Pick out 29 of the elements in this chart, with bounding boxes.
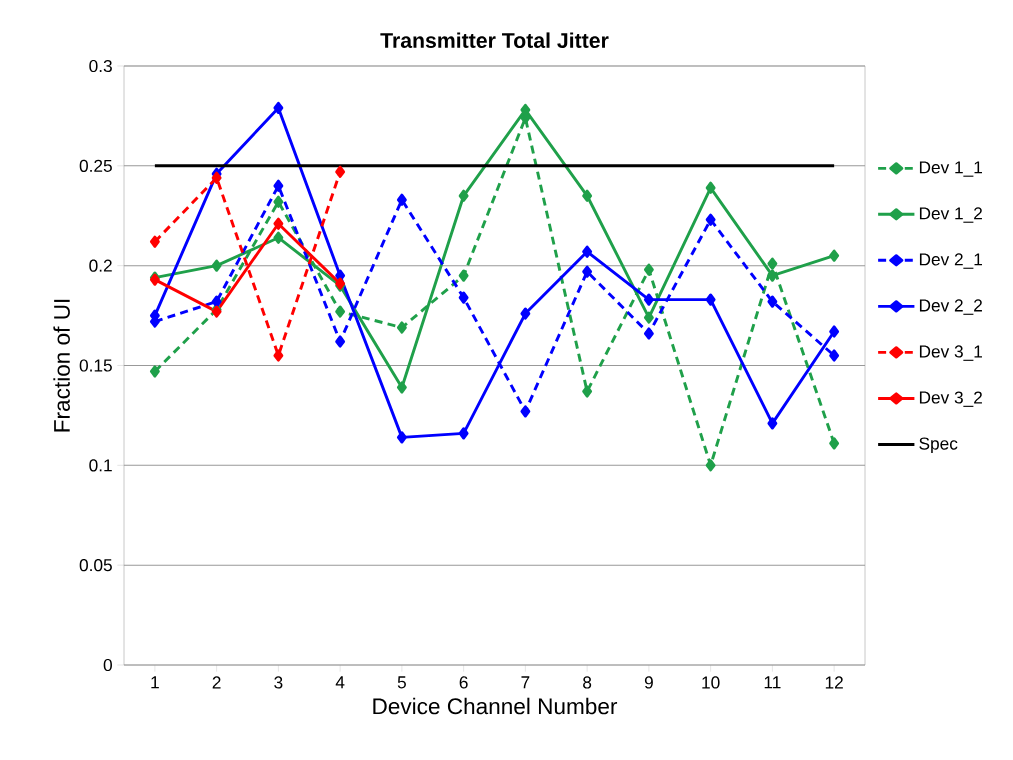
x-tick-label: 1 [151, 676, 159, 689]
x-tick-label: 4 [335, 676, 345, 689]
chart-title: Transmitter Total Jitter [380, 32, 609, 48]
x-tick-label: 12 [825, 676, 843, 689]
x-axis-title: Device Channel Number [373, 697, 618, 715]
y-tick-label: 0 [103, 658, 112, 672]
x-tick-label: 7 [521, 676, 530, 689]
x-tick-label: 5 [397, 676, 406, 689]
legend-label: Dev 2_1 [919, 253, 982, 269]
x-tick-label: 9 [644, 676, 653, 689]
y-axis-title: Fraction of UI [53, 299, 70, 432]
legend-label: Dev 1_2 [919, 207, 982, 223]
legend-label: Dev 1_1 [919, 161, 982, 177]
legend-label: Dev 3_2 [919, 391, 982, 407]
y-tick-label: 0.2 [89, 259, 112, 272]
x-tick-label: 3 [274, 676, 283, 689]
legend-label: Dev 2_2 [919, 299, 982, 315]
y-tick-label: 0.3 [89, 59, 112, 73]
y-tick-label: 0.05 [79, 559, 112, 572]
y-tick-label: 0.15 [79, 359, 112, 372]
y-tick-label: 0.1 [89, 459, 112, 472]
y-tick-label: 0.25 [79, 159, 112, 172]
x-tick-label: 11 [764, 676, 781, 689]
legend-label: Spec [919, 437, 958, 454]
x-tick-label: 8 [583, 676, 592, 689]
x-tick-label: 2 [212, 676, 221, 689]
legend-label: Dev 3_1 [919, 345, 982, 361]
x-tick-label: 6 [459, 676, 468, 689]
x-tick-label: 10 [702, 676, 720, 689]
